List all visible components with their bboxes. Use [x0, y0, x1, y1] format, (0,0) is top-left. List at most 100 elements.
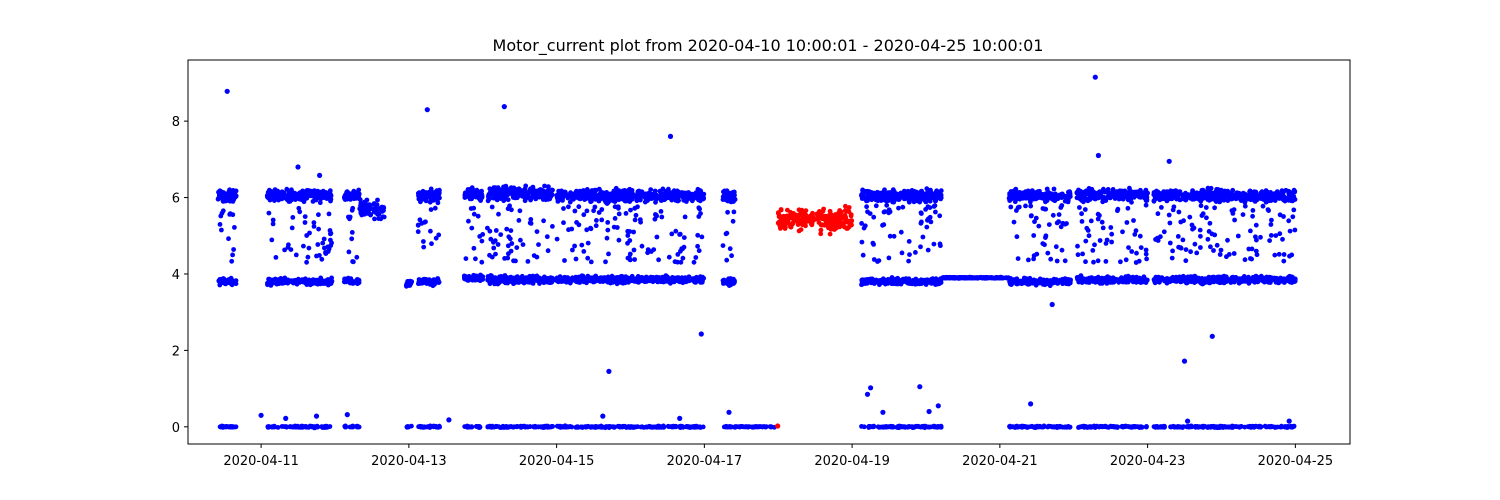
data-point — [496, 211, 501, 217]
data-point — [627, 251, 633, 257]
data-point — [320, 425, 325, 430]
data-point — [911, 424, 916, 430]
data-point — [282, 247, 287, 253]
data-point — [615, 204, 621, 210]
data-point — [474, 424, 480, 429]
data-point — [887, 424, 892, 430]
data-point — [621, 279, 627, 284]
data-point — [318, 281, 323, 287]
data-point — [415, 229, 421, 235]
data-point — [217, 192, 222, 198]
data-point — [891, 233, 897, 239]
data-point — [695, 232, 701, 238]
data-point — [1103, 198, 1109, 204]
data-point — [1095, 258, 1101, 264]
data-point — [1032, 219, 1037, 225]
data-point — [1140, 277, 1146, 283]
data-point — [585, 255, 591, 261]
data-point — [898, 229, 904, 235]
data-point — [652, 277, 658, 283]
data-point — [346, 214, 351, 220]
data-point — [507, 236, 513, 242]
data-point — [597, 279, 603, 284]
data-point — [230, 190, 236, 196]
data-point — [1133, 260, 1139, 265]
data-point — [615, 423, 621, 429]
data-point — [862, 223, 868, 229]
data-point — [1011, 278, 1017, 284]
data-point — [367, 202, 373, 208]
data-point — [896, 197, 902, 203]
data-point — [616, 211, 622, 217]
data-point — [573, 256, 579, 262]
data-point — [1050, 195, 1056, 200]
data-point — [463, 274, 469, 279]
data-point — [673, 228, 679, 234]
data-point — [1013, 193, 1018, 198]
data-point — [325, 244, 331, 250]
data-point — [639, 275, 645, 280]
data-point — [1054, 220, 1060, 226]
data-point — [927, 198, 933, 204]
data-point — [265, 425, 271, 430]
data-point — [907, 252, 912, 257]
data-point — [581, 212, 587, 218]
data-point — [489, 204, 495, 210]
data-point — [591, 278, 596, 284]
data-point — [504, 275, 509, 280]
data-point — [416, 191, 421, 196]
data-point — [289, 225, 295, 231]
data-point — [1124, 220, 1130, 225]
data-point — [321, 236, 327, 242]
data-point — [417, 217, 423, 223]
data-point — [682, 214, 688, 220]
data-point — [302, 279, 308, 285]
data-point — [541, 218, 546, 224]
data-point — [1032, 424, 1037, 430]
data-point — [1083, 424, 1088, 430]
data-point — [644, 424, 650, 430]
data-point — [919, 211, 924, 216]
data-point — [919, 219, 924, 225]
data-point — [349, 279, 355, 285]
data-point — [1138, 245, 1144, 251]
data-point — [1138, 424, 1144, 430]
data-point — [567, 424, 573, 429]
data-point — [375, 197, 380, 203]
data-point — [501, 198, 507, 204]
data-point — [279, 424, 285, 429]
data-point — [495, 194, 501, 200]
data-point — [558, 191, 564, 197]
data-point — [562, 258, 567, 263]
data-point — [1041, 424, 1047, 430]
data-point — [505, 255, 511, 261]
data-point — [573, 424, 579, 430]
data-point — [485, 424, 491, 429]
data-point — [554, 236, 560, 242]
data-point — [1075, 276, 1080, 282]
data-point — [654, 234, 660, 240]
data-point — [725, 191, 731, 197]
data-point — [1050, 212, 1056, 218]
data-point — [859, 239, 865, 245]
data-point — [698, 275, 704, 281]
data-point — [612, 216, 618, 221]
data-point — [534, 229, 540, 235]
data-point — [471, 211, 477, 217]
data-point — [923, 207, 928, 212]
data-point — [884, 193, 890, 199]
data-point — [859, 424, 864, 429]
data-point — [978, 274, 984, 280]
data-point — [284, 424, 290, 430]
data-point — [265, 189, 271, 195]
data-point — [517, 208, 523, 214]
data-point — [686, 194, 692, 199]
data-point — [696, 248, 702, 254]
data-point — [1134, 250, 1139, 256]
data-point — [1026, 257, 1031, 263]
data-point — [517, 191, 523, 196]
data-point — [1037, 280, 1042, 286]
data-point — [686, 276, 692, 282]
data-point — [1027, 197, 1033, 202]
data-point — [905, 424, 911, 430]
